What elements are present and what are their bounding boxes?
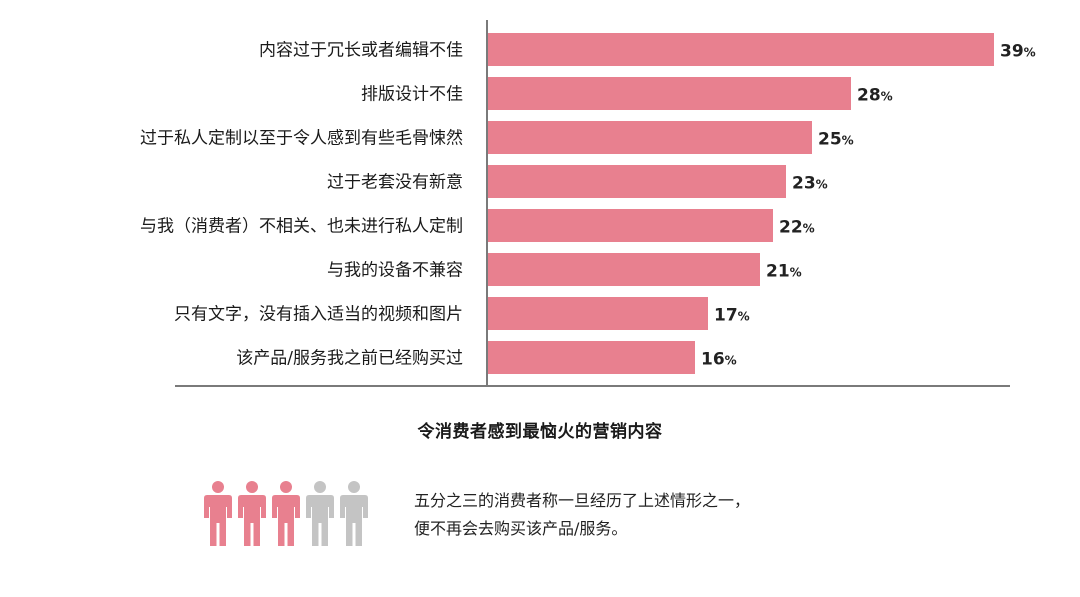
bar [487, 77, 851, 110]
category-label: 只有文字，没有插入适当的视频和图片 [174, 305, 463, 325]
category-label: 过于老套没有新意 [327, 173, 463, 193]
bar [487, 121, 812, 154]
data-label: 39% [1000, 42, 1036, 62]
category-label: 该产品/服务我之前已经购买过 [236, 349, 463, 369]
bar [487, 297, 708, 330]
category-label: 过于私人定制以至于令人感到有些毛骨悚然 [140, 129, 463, 149]
category-label: 内容过于冗长或者编辑不佳 [259, 41, 463, 61]
category-label: 与我的设备不兼容 [327, 261, 463, 281]
data-label: 28% [857, 86, 893, 106]
person-icon [238, 481, 266, 546]
data-label: 17% [714, 306, 750, 326]
person-icon [340, 481, 368, 546]
people-icon-row [203, 480, 369, 546]
person-icon [272, 481, 300, 546]
note-line-2: 便不再会去购买该产品/服务。 [414, 519, 628, 538]
note-text: 五分之三的消费者称一旦经历了上述情形之一， 便不再会去购买该产品/服务。 [414, 487, 1014, 543]
data-label: 16% [701, 350, 737, 370]
chart-title: 令消费者感到最恼火的营销内容 [417, 422, 663, 442]
note-line-1: 五分之三的消费者称一旦经历了上述情形之一， [414, 491, 751, 510]
bar [487, 341, 695, 374]
data-label: 21% [766, 262, 802, 282]
bar [487, 209, 773, 242]
bar [487, 165, 786, 198]
bar [487, 253, 760, 286]
person-icon [204, 481, 232, 546]
bar [487, 33, 994, 66]
data-label: 22% [779, 218, 815, 238]
data-label: 23% [792, 174, 828, 194]
data-label: 25% [818, 130, 854, 150]
category-label: 与我（消费者）不相关、也未进行私人定制 [140, 217, 463, 237]
person-icon [306, 481, 334, 546]
bar-chart: 内容过于冗长或者编辑不佳 39% 排版设计不佳 28% 过于私人定制以至于令人感到有些毛… [140, 20, 1036, 387]
category-label: 排版设计不佳 [361, 85, 463, 105]
